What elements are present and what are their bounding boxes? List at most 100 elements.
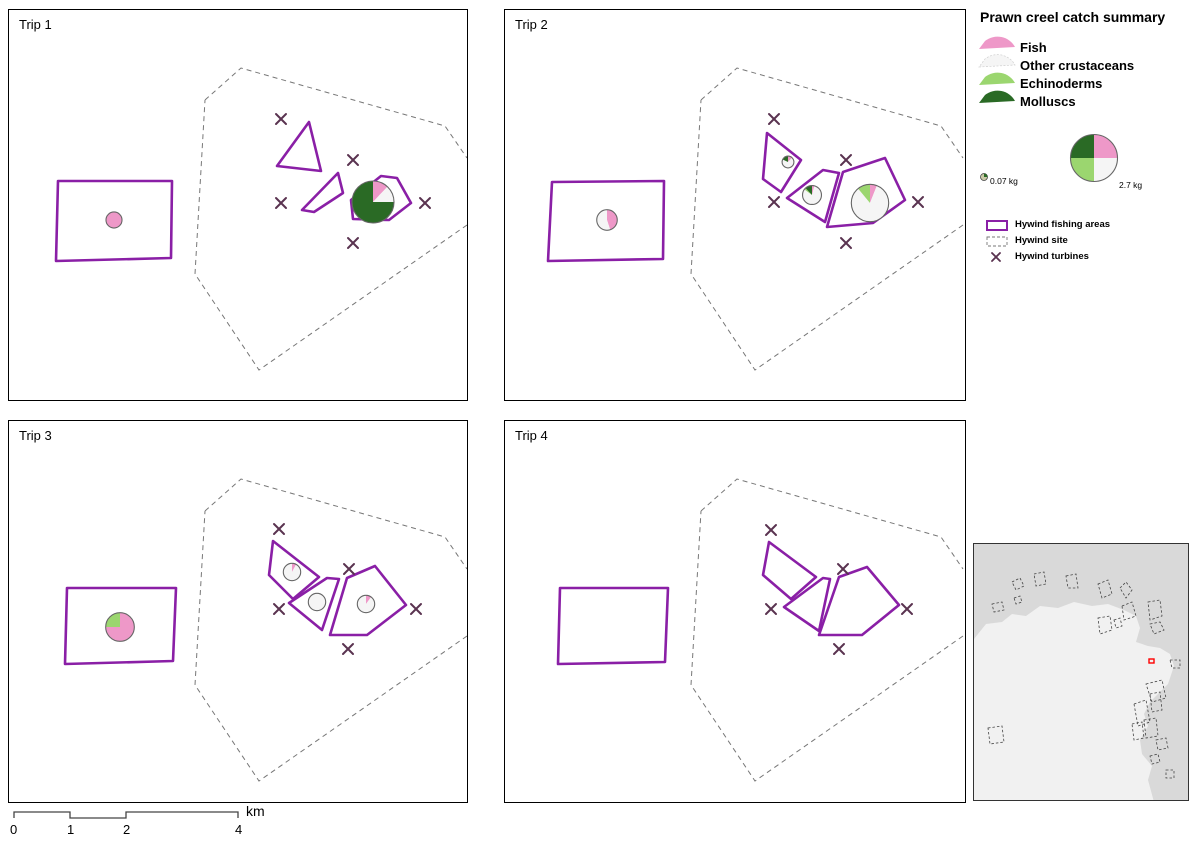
turbine-marker [275,197,287,209]
pie-slice [292,563,297,572]
map-canvas [54,67,467,371]
turbine-marker [840,237,852,249]
fishing-area-west [54,179,174,263]
inset-study-area-marker [1148,658,1155,664]
map-panel-trip-3: Trip 3 [8,420,468,803]
site-symbol [986,236,1008,247]
pie-slice [308,593,326,611]
turbines-label: Hywind turbines [1015,251,1089,262]
trip2-pie-north [781,155,795,169]
turbine-marker [347,237,359,249]
turbine-marker [342,643,354,655]
pie-slice [812,185,815,195]
inset-island [978,648,994,668]
pie-slice [1094,158,1118,182]
fishing-area-north [761,131,803,194]
trip3-pie-middle [307,592,327,612]
pie-slice [366,595,372,604]
trip1-pie-west [105,211,123,229]
fishing-area-west [546,179,666,263]
fishing-area-east [825,156,907,229]
pie-slice [352,181,394,223]
map-panel-trip-4: Trip 4 [504,420,966,803]
size-large-pie [1069,133,1119,183]
pie-outline [105,612,135,642]
legend-symbols [978,36,1119,262]
trip3-pie-west [105,612,135,642]
turbine-marker [419,197,431,209]
scale-bar: 0 1 2 4 km [8,803,278,845]
turbine-marker [275,113,287,125]
panel-label: Trip 2 [515,17,548,32]
legend: Prawn creel catch summary Fish Other cru… [975,0,1197,280]
molluscs-wedge-icon [979,90,1015,103]
pie-slice [105,211,123,229]
site-label: Hywind site [1015,235,1068,246]
pie-slice [283,563,301,581]
other-crustaceans-wedge-icon [978,54,1016,68]
panel-label: Trip 4 [515,428,548,443]
panel-label: Trip 1 [19,17,52,32]
turbine-marker [768,113,780,125]
map-canvas [556,478,964,782]
fishing-area-west [556,586,670,666]
inset-locator-map [973,543,1189,801]
turbine-marker [901,603,913,615]
inset-landmass [974,602,1174,800]
size-large-symbol [1069,133,1119,183]
pie-slice [1094,134,1118,158]
trip2-pie-west [596,209,618,231]
turbine-marker [273,523,285,535]
turbine-marker [410,603,422,615]
turbine-marker [833,643,845,655]
legend-echinoderms-label: Echinoderms [1020,76,1103,91]
panel-label: Trip 3 [19,428,52,443]
legend-molluscs-label: Molluscs [1020,94,1076,109]
fishing-area-symbol [986,220,1008,231]
pie-outline [850,183,890,223]
size-small-symbol [980,173,988,181]
fishing-area-middle [300,171,345,214]
pie-outline [351,180,395,224]
inset-map-canvas [974,571,1181,800]
turbine-symbol [991,252,1001,262]
scale-tick-label: 2 [123,822,131,837]
legend-title: Prawn creel catch summary [980,9,1166,25]
echinoderms-wedge-icon [979,72,1015,85]
fishing-area-middle [782,576,832,633]
pie-outline [307,592,327,612]
hywind-site-boundary [194,478,467,782]
scale-tick-label: 0 [10,822,18,837]
fishing-area-north [275,120,323,173]
map-panel-trip-2: Trip 2 [504,9,966,401]
pie-slice [805,185,812,195]
pie-outline [1069,133,1119,183]
trip2-pie-east [850,183,890,223]
pie-slice [858,184,870,203]
fishing-area-north [267,539,321,601]
trip2-pie-middle [801,184,823,206]
pie-outline [282,562,302,582]
scale-unit-label: km [246,803,265,819]
fishing-area-east [817,565,901,637]
map-panel-trip-1: Trip 1 [8,9,468,401]
map-canvas [546,67,964,371]
size-max-label: 2.7 kg [1119,180,1143,190]
pie-outline [596,209,618,231]
pie-slice [105,612,120,627]
fishing-area-east [328,564,408,637]
inset-wind-sites [987,571,1181,779]
pie-slice [802,185,822,205]
pie-outline [356,594,376,614]
fishing-area-north [761,540,818,601]
fishing-areas-label: Hywind fishing areas [1015,219,1111,230]
turbine-marker [765,524,777,536]
pie-slice [804,188,812,195]
fishing-area-middle [785,168,841,224]
pie-slice [373,186,394,202]
pie-outline [105,211,123,229]
pie-slice [782,157,794,168]
turbine-marker [765,603,777,615]
turbine-marker [912,196,924,208]
turbine-marker [768,196,780,208]
